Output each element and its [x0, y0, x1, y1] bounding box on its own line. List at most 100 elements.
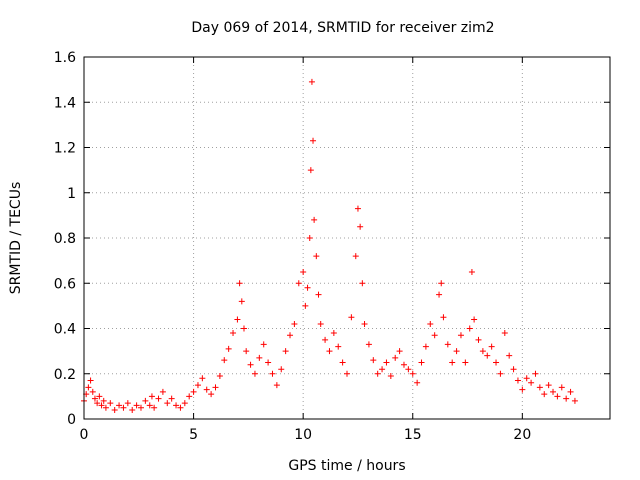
data-point-0-90 — [405, 366, 412, 373]
y-tick-label-4: 0.8 — [54, 231, 76, 247]
data-point-0-10 — [102, 404, 109, 411]
data-point-0-41 — [234, 316, 241, 323]
data-point-0-120 — [528, 379, 535, 386]
data-point-0-64 — [310, 137, 317, 144]
data-point-0-92 — [414, 379, 421, 386]
data-point-0-79 — [359, 280, 366, 287]
data-point-0-44 — [240, 325, 247, 332]
data-point-0-61 — [306, 235, 313, 241]
x-tick-label-2: 10 — [294, 427, 312, 443]
data-point-0-11 — [107, 400, 114, 407]
data-point-0-77 — [354, 205, 361, 212]
data-point-0-96 — [431, 332, 438, 339]
data-point-0-24 — [159, 388, 166, 395]
data-point-0-69 — [322, 336, 329, 343]
data-point-0-48 — [256, 354, 263, 361]
data-point-0-126 — [554, 393, 561, 400]
data-point-0-12 — [111, 406, 118, 413]
data-point-0-113 — [497, 370, 504, 377]
data-point-0-127 — [558, 384, 565, 391]
data-point-0-51 — [269, 370, 276, 377]
grid-lines — [84, 57, 610, 419]
data-point-0-29 — [181, 400, 188, 407]
data-point-0-46 — [247, 361, 254, 368]
data-point-0-109 — [479, 348, 486, 355]
data-point-0-9 — [100, 397, 107, 404]
data-point-0-86 — [387, 373, 394, 380]
data-point-0-116 — [510, 366, 517, 373]
data-point-0-82 — [370, 357, 377, 364]
data-point-0-2 — [85, 384, 92, 391]
data-point-0-87 — [392, 354, 399, 361]
data-point-0-33 — [199, 375, 206, 382]
data-point-0-117 — [514, 377, 521, 384]
data-point-0-114 — [501, 330, 508, 337]
data-point-0-18 — [137, 404, 144, 411]
data-point-0-72 — [335, 343, 342, 350]
data-point-0-36 — [212, 384, 219, 391]
data-point-0-34 — [203, 386, 210, 393]
y-tick-label-8: 1.6 — [54, 50, 76, 66]
y-tick-label-6: 1.2 — [54, 141, 76, 157]
data-point-0-56 — [291, 320, 298, 327]
data-points — [81, 78, 578, 413]
data-point-0-99 — [440, 314, 447, 321]
data-point-0-57 — [295, 280, 302, 287]
y-tick-labels: 0 0.2 0.4 0.6 0.8 1 1.2 1.4 1.6 — [54, 50, 76, 428]
y-tick-label-5: 1 — [67, 186, 76, 202]
data-point-0-105 — [466, 325, 473, 332]
data-point-0-35 — [208, 391, 215, 398]
data-point-0-22 — [151, 404, 158, 411]
data-point-0-102 — [453, 348, 460, 355]
data-point-0-8 — [98, 402, 105, 409]
data-point-0-71 — [330, 330, 337, 337]
y-tick-label-3: 0.6 — [54, 276, 76, 292]
data-point-0-108 — [475, 336, 482, 343]
data-point-0-17 — [133, 402, 140, 409]
x-tick-label-3: 15 — [404, 427, 422, 443]
data-point-0-118 — [519, 386, 526, 393]
data-point-0-31 — [190, 388, 197, 395]
data-point-0-66 — [313, 253, 320, 260]
data-point-0-100 — [444, 341, 451, 348]
data-point-0-30 — [186, 393, 193, 400]
data-point-0-60 — [304, 284, 311, 291]
data-point-0-97 — [436, 291, 443, 298]
data-point-0-14 — [120, 404, 127, 411]
data-point-0-63 — [308, 78, 315, 85]
data-point-0-7 — [96, 393, 103, 400]
data-point-0-67 — [315, 291, 322, 298]
data-point-0-119 — [523, 375, 530, 382]
data-point-0-39 — [225, 345, 232, 352]
data-point-0-32 — [194, 382, 201, 389]
y-tick-label-0: 0 — [67, 412, 76, 428]
data-point-0-20 — [146, 402, 153, 409]
x-tick-label-1: 5 — [189, 427, 198, 443]
data-point-0-43 — [238, 298, 245, 305]
data-point-0-106 — [468, 268, 475, 275]
data-point-0-4 — [89, 388, 96, 395]
data-point-0-58 — [300, 268, 307, 275]
data-point-0-85 — [383, 359, 390, 366]
data-point-0-13 — [116, 402, 123, 409]
y-tick-label-1: 0.2 — [54, 367, 76, 383]
data-point-0-124 — [545, 382, 552, 389]
data-point-0-78 — [357, 223, 364, 230]
y-axis-label: SRMTID / TECUs — [8, 182, 24, 295]
x-tick-label-4: 20 — [513, 427, 531, 443]
data-point-0-54 — [282, 348, 289, 355]
data-point-0-112 — [493, 359, 500, 366]
data-point-0-128 — [563, 395, 570, 402]
data-point-0-62 — [307, 167, 314, 174]
data-point-0-115 — [506, 352, 513, 359]
data-point-0-50 — [265, 359, 272, 366]
data-point-0-89 — [400, 361, 407, 368]
x-axis-label: GPS time / hours — [288, 458, 405, 474]
data-point-0-93 — [418, 359, 425, 366]
data-point-0-74 — [344, 370, 350, 377]
data-point-0-84 — [379, 366, 386, 373]
data-point-0-53 — [278, 366, 285, 373]
x-tick-labels: 0 5 10 15 20 — [80, 427, 532, 443]
data-point-0-129 — [567, 388, 574, 395]
data-point-0-49 — [260, 341, 267, 348]
